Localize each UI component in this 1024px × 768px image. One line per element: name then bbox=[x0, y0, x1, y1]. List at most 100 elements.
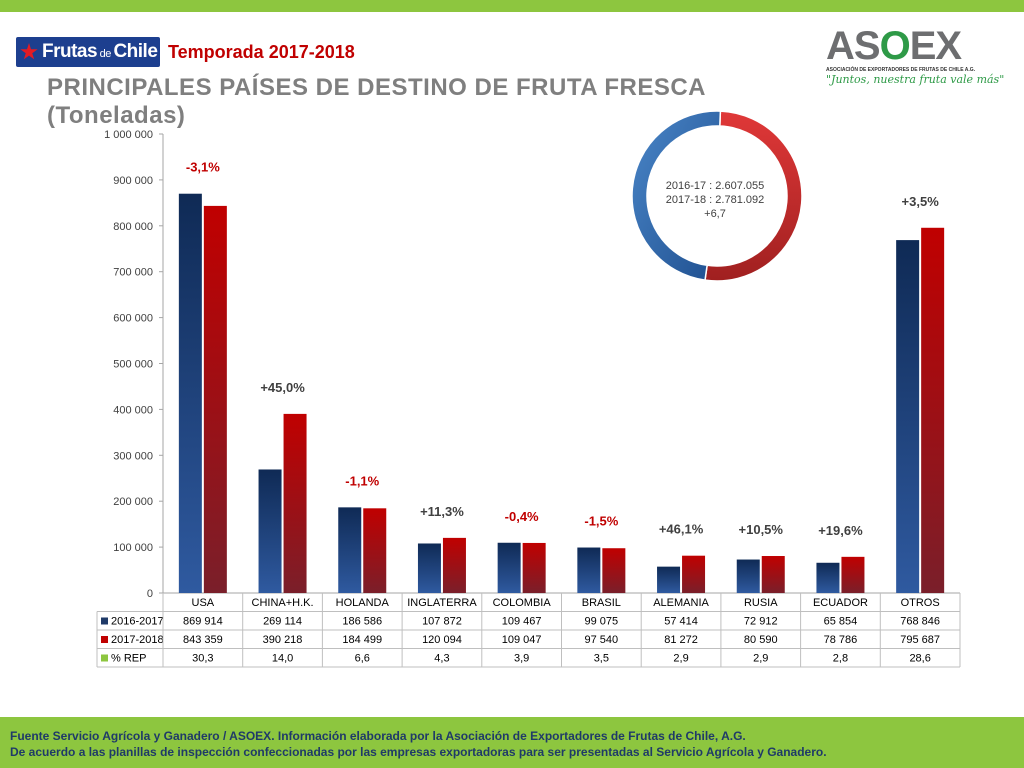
bar-2017-2018 bbox=[921, 227, 945, 593]
table-cell: 869 914 bbox=[183, 616, 223, 628]
footer-line-2: De acuerdo a las planillas de inspección… bbox=[10, 745, 827, 759]
x-category-label: COLOMBIA bbox=[493, 597, 552, 609]
table-cell: 2,9 bbox=[673, 653, 688, 665]
variation-label: +3,5% bbox=[902, 194, 940, 209]
y-tick-label: 700 000 bbox=[113, 267, 153, 279]
y-tick-label: 300 000 bbox=[113, 450, 153, 462]
table-cell: 78 786 bbox=[824, 634, 858, 646]
table-cell: 269 114 bbox=[263, 616, 302, 628]
variation-label: +46,1% bbox=[659, 522, 704, 537]
frutas-de-chile-logo: Frutas de Chile bbox=[16, 37, 160, 67]
table-row-label: 2017-2018 bbox=[111, 634, 164, 646]
y-tick-label: 200 000 bbox=[113, 496, 153, 508]
x-category-label: INGLATERRA bbox=[407, 597, 477, 609]
bar-2017-2018 bbox=[602, 548, 626, 593]
variation-label: +11,3% bbox=[420, 504, 464, 519]
bar-2017-2018 bbox=[761, 556, 785, 593]
table-cell: 2,8 bbox=[833, 653, 848, 665]
title-line-1: PRINCIPALES PAÍSES DE DESTINO DE FRUTA F… bbox=[47, 74, 707, 101]
asoex-wordmark: ASOEX bbox=[826, 24, 962, 68]
table-cell: 3,9 bbox=[514, 653, 529, 665]
table-cell: 65 854 bbox=[824, 616, 858, 628]
x-category-label: ECUADOR bbox=[813, 597, 868, 609]
x-category-label: ALEMANIA bbox=[653, 597, 709, 609]
x-category-label: BRASIL bbox=[582, 597, 621, 609]
table-cell: 3,5 bbox=[594, 653, 609, 665]
table-cell: 109 047 bbox=[502, 634, 542, 646]
table-cell: 109 467 bbox=[502, 616, 542, 628]
table-cell: 81 272 bbox=[664, 634, 698, 646]
variation-label: -3,1% bbox=[186, 160, 220, 175]
table-cell: 184 499 bbox=[342, 634, 382, 646]
y-tick-label: 100 000 bbox=[113, 542, 153, 554]
x-category-label: RUSIA bbox=[744, 597, 778, 609]
table-cell: 28,6 bbox=[909, 653, 930, 665]
y-tick-label: 1 000 000 bbox=[104, 129, 153, 141]
bar-2016-2017 bbox=[338, 507, 362, 593]
y-tick-label: 600 000 bbox=[113, 313, 153, 325]
x-category-label: HOLANDA bbox=[336, 597, 390, 609]
title-line-2: (Toneladas) bbox=[47, 102, 186, 129]
bar-2016-2017 bbox=[736, 559, 760, 593]
x-category-label: USA bbox=[192, 597, 215, 609]
table-cell: 768 846 bbox=[900, 616, 940, 628]
table-cell: 72 912 bbox=[744, 616, 778, 628]
x-category-label: OTROS bbox=[901, 597, 940, 609]
x-category-label: CHINA+H.K. bbox=[252, 597, 314, 609]
variation-label: -0,4% bbox=[505, 509, 539, 524]
variation-label: +10,5% bbox=[739, 522, 784, 537]
bar-2017-2018 bbox=[522, 542, 546, 593]
donut-center-label: 2016-17 : 2.607.055 bbox=[666, 180, 764, 192]
donut-center-label: 2017-18 : 2.781.092 bbox=[666, 194, 764, 206]
y-tick-label: 800 000 bbox=[113, 221, 153, 233]
table-cell: 99 075 bbox=[585, 616, 619, 628]
table-cell: 14,0 bbox=[272, 653, 293, 665]
table-row-label: 2016-2017 bbox=[111, 616, 164, 628]
table-cell: 186 586 bbox=[342, 616, 382, 628]
bar-2016-2017 bbox=[497, 542, 521, 593]
bar-2017-2018 bbox=[442, 537, 466, 593]
variation-label: +19,6% bbox=[818, 523, 863, 538]
footer-source: Fuente Servicio Agrícola y Ganadero / AS… bbox=[0, 717, 1024, 768]
bar-2017-2018 bbox=[283, 413, 307, 593]
bar-2017-2018 bbox=[203, 205, 227, 593]
y-tick-label: 900 000 bbox=[113, 175, 153, 187]
footer-line-1: Fuente Servicio Agrícola y Ganadero / AS… bbox=[10, 729, 746, 743]
table-cell: 97 540 bbox=[585, 634, 619, 646]
bar-2016-2017 bbox=[816, 562, 840, 593]
table-cell: 80 590 bbox=[744, 634, 778, 646]
bar-2016-2017 bbox=[896, 240, 920, 594]
table-cell: 390 218 bbox=[263, 634, 303, 646]
bar-2016-2017 bbox=[258, 469, 282, 593]
page-title: PRINCIPALES PAÍSES DE DESTINO DE FRUTA F… bbox=[47, 74, 787, 130]
bar-2016-2017 bbox=[577, 547, 601, 593]
asoex-slogan: "Juntos, nuestra fruta vale más" bbox=[826, 73, 1005, 86]
y-tick-label: 0 bbox=[147, 588, 153, 600]
table-cell: 843 359 bbox=[183, 634, 223, 646]
table-cell: 107 872 bbox=[422, 616, 462, 628]
bar-2017-2018 bbox=[682, 555, 706, 593]
table-cell: 4,3 bbox=[434, 653, 449, 665]
table-cell: 6,6 bbox=[355, 653, 370, 665]
donut-slice-2016-17 bbox=[631, 110, 722, 282]
bar-2017-2018 bbox=[841, 556, 865, 593]
bar-2016-2017 bbox=[657, 566, 681, 593]
top-accent-bar bbox=[0, 0, 1024, 12]
table-cell: 30,3 bbox=[192, 653, 213, 665]
table-cell: 795 687 bbox=[900, 634, 940, 646]
logo-text: Frutas de Chile bbox=[42, 41, 158, 62]
table-cell: 120 094 bbox=[422, 634, 462, 646]
table-row-label: % REP bbox=[111, 653, 146, 665]
donut-center-label: +6,7 bbox=[704, 208, 726, 220]
variation-label: -1,5% bbox=[584, 514, 618, 529]
legend-swatch bbox=[101, 636, 108, 643]
variation-label: -1,1% bbox=[345, 473, 379, 488]
y-tick-label: 500 000 bbox=[113, 359, 153, 371]
table-cell: 2,9 bbox=[753, 653, 768, 665]
bar-2016-2017 bbox=[178, 193, 202, 593]
asoex-logo: ASOEX ASOCIACIÓN DE EXPORTADORES DE FRUT… bbox=[826, 24, 1005, 86]
legend-swatch bbox=[101, 654, 108, 662]
season-label: Temporada 2017-2018 bbox=[168, 42, 355, 62]
variation-label: +45,0% bbox=[260, 380, 305, 395]
